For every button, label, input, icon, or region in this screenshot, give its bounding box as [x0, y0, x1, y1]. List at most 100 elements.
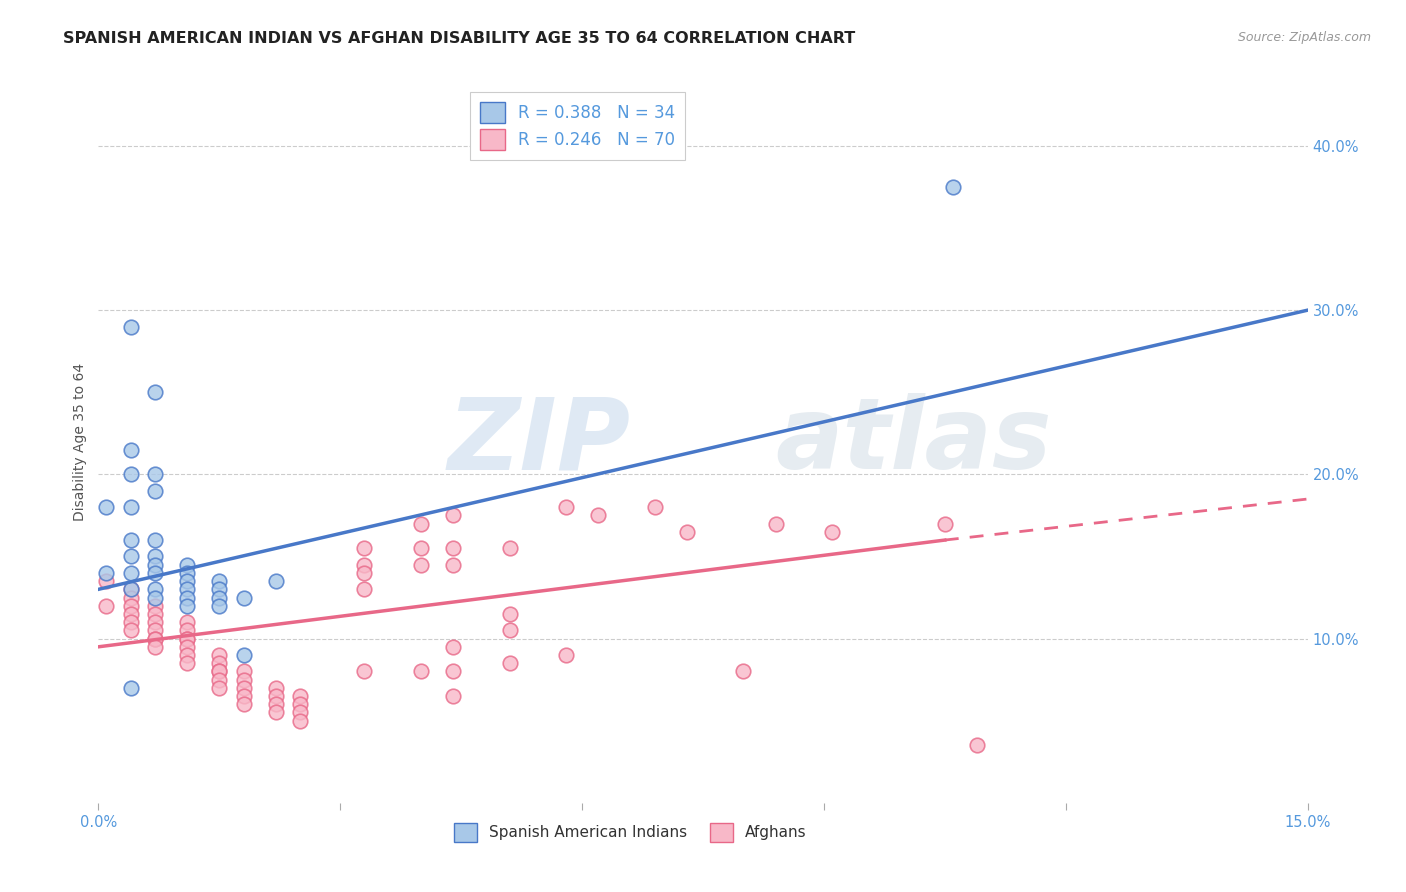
Point: [498, 607, 520, 621]
Point: [441, 640, 464, 654]
Point: [96, 574, 118, 588]
Point: [176, 615, 198, 630]
Point: [353, 566, 375, 580]
Point: [143, 624, 166, 638]
Point: [120, 582, 142, 597]
Point: [208, 582, 231, 597]
Point: [208, 681, 231, 695]
Point: [143, 467, 166, 482]
Point: [498, 624, 520, 638]
Point: [676, 524, 699, 539]
Point: [120, 533, 142, 547]
Point: [208, 657, 231, 671]
Point: [120, 442, 142, 457]
Point: [441, 508, 464, 523]
Point: [353, 541, 375, 556]
Point: [288, 689, 311, 703]
Point: [96, 500, 118, 515]
Point: [264, 574, 287, 588]
Point: [208, 665, 231, 679]
Point: [409, 665, 432, 679]
Point: [120, 500, 142, 515]
Point: [120, 582, 142, 597]
Point: [120, 591, 142, 605]
Point: [176, 632, 198, 646]
Point: [441, 665, 464, 679]
Point: [208, 574, 231, 588]
Point: [143, 533, 166, 547]
Point: [120, 607, 142, 621]
Point: [288, 714, 311, 728]
Point: [208, 648, 231, 662]
Point: [120, 681, 142, 695]
Point: [143, 385, 166, 400]
Y-axis label: Disability Age 35 to 64: Disability Age 35 to 64: [73, 362, 87, 521]
Point: [232, 648, 254, 662]
Point: [232, 665, 254, 679]
Point: [498, 541, 520, 556]
Point: [176, 566, 198, 580]
Point: [143, 558, 166, 572]
Point: [232, 673, 254, 687]
Point: [586, 508, 609, 523]
Point: [208, 673, 231, 687]
Point: [409, 558, 432, 572]
Point: [288, 698, 311, 712]
Point: [441, 541, 464, 556]
Point: [264, 689, 287, 703]
Point: [232, 681, 254, 695]
Point: [555, 500, 578, 515]
Point: [176, 591, 198, 605]
Point: [176, 558, 198, 572]
Point: [120, 624, 142, 638]
Legend: Spanish American Indians, Afghans: Spanish American Indians, Afghans: [446, 815, 814, 849]
Point: [232, 689, 254, 703]
Point: [176, 648, 198, 662]
Point: [176, 599, 198, 613]
Text: SPANISH AMERICAN INDIAN VS AFGHAN DISABILITY AGE 35 TO 64 CORRELATION CHART: SPANISH AMERICAN INDIAN VS AFGHAN DISABI…: [63, 31, 855, 46]
Text: ZIP: ZIP: [447, 393, 630, 490]
Point: [143, 607, 166, 621]
Point: [143, 599, 166, 613]
Point: [120, 566, 142, 580]
Point: [143, 632, 166, 646]
Text: atlas: atlas: [776, 393, 1052, 490]
Point: [966, 739, 988, 753]
Point: [264, 706, 287, 720]
Point: [143, 483, 166, 498]
Point: [942, 180, 965, 194]
Point: [176, 582, 198, 597]
Point: [143, 615, 166, 630]
Point: [176, 640, 198, 654]
Point: [555, 648, 578, 662]
Point: [208, 591, 231, 605]
Point: [208, 599, 231, 613]
Point: [176, 632, 198, 646]
Point: [288, 706, 311, 720]
Point: [120, 549, 142, 564]
Point: [143, 582, 166, 597]
Point: [232, 698, 254, 712]
Point: [441, 558, 464, 572]
Point: [498, 657, 520, 671]
Point: [96, 599, 118, 613]
Point: [96, 566, 118, 580]
Point: [120, 319, 142, 334]
Point: [120, 615, 142, 630]
Point: [934, 516, 956, 531]
Point: [143, 566, 166, 580]
Point: [441, 689, 464, 703]
Point: [353, 558, 375, 572]
Point: [409, 516, 432, 531]
Point: [264, 681, 287, 695]
Point: [353, 665, 375, 679]
Point: [143, 640, 166, 654]
Point: [409, 541, 432, 556]
Point: [120, 599, 142, 613]
Point: [143, 549, 166, 564]
Point: [143, 591, 166, 605]
Point: [644, 500, 666, 515]
Point: [176, 657, 198, 671]
Point: [765, 516, 787, 531]
Point: [143, 632, 166, 646]
